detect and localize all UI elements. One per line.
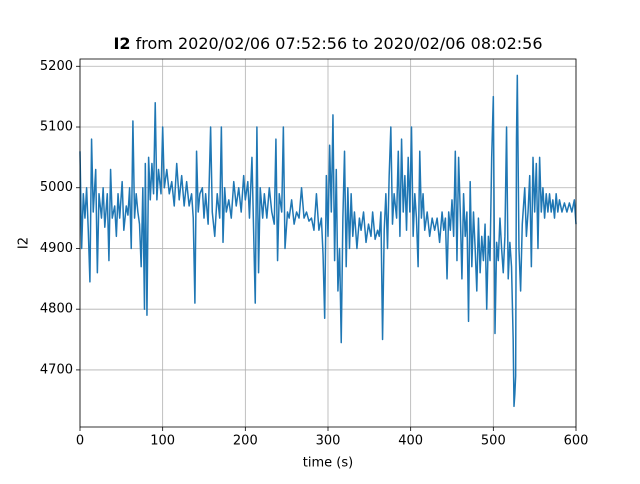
y-axis-label: I2 [17, 237, 32, 249]
data-line [79, 74, 577, 408]
chart-title: I2 from 2020/02/06 07:52:56 to 2020/02/0… [113, 34, 542, 53]
x-tick-label: 400 [398, 434, 423, 449]
title-bold: I2 [113, 34, 130, 53]
x-tick-label: 500 [481, 434, 506, 449]
x-axis-label: time (s) [303, 456, 353, 471]
x-tick-label: 0 [76, 434, 84, 449]
x-tick-label: 600 [564, 434, 589, 449]
y-tick-label: 4800 [40, 302, 73, 317]
x-tick-label: 200 [233, 434, 258, 449]
x-tick-label: 100 [150, 434, 175, 449]
y-tick-label: 4700 [40, 362, 73, 377]
plot-frame [79, 58, 577, 428]
y-tick-label: 5100 [40, 120, 73, 135]
title-rest: from 2020/02/06 07:52:56 to 2020/02/06 0… [136, 34, 543, 53]
x-tick-label: 300 [316, 434, 341, 449]
y-tick-label: 4900 [40, 241, 73, 256]
y-tick-label: 5000 [40, 180, 73, 195]
y-tick-label: 5200 [40, 59, 73, 74]
